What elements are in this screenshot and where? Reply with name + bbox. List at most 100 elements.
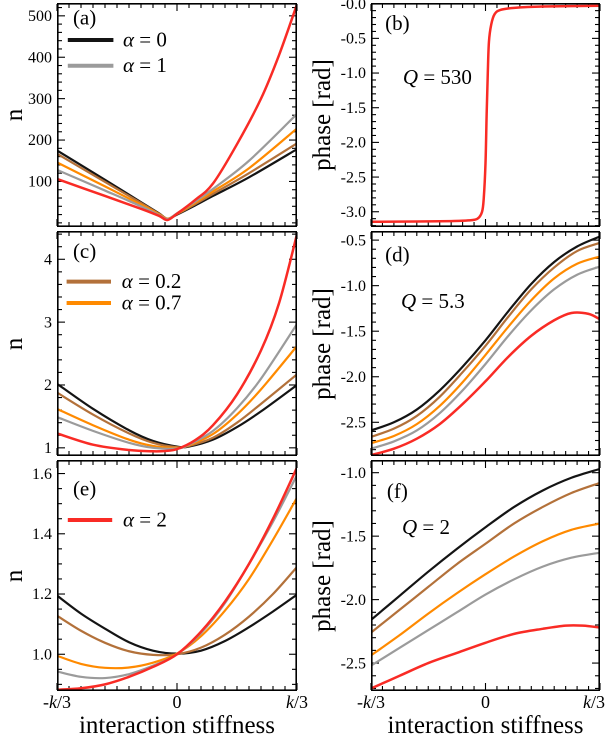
panel-e-legend: α = 2 — [67, 508, 167, 532]
label-char: - — [356, 692, 363, 712]
curve-alpha-1 — [371, 265, 600, 450]
ytick-label: -1.0 — [341, 465, 366, 482]
x-tick-label: 0 — [173, 692, 182, 713]
curve-alpha-0.7 — [371, 522, 600, 657]
panel-d-curves — [371, 235, 600, 456]
panel-d-plot: -0.5 -1.0 -1.5 -2.0 -2.5 (d) Q = 5.3 — [341, 231, 601, 456]
q-label-b: Q = 530 — [403, 65, 472, 89]
curve-alpha-2 — [371, 4, 600, 224]
panel-e-frame — [56, 460, 297, 691]
panel-c-plot: 1 2 3 4 (c) α = 0.2α = 0.7 — [44, 231, 298, 457]
panel-c-frame — [56, 231, 297, 456]
curve-alpha-0.7 — [57, 344, 297, 449]
x-tick-label: -k/3 — [43, 692, 71, 713]
label-char: k — [362, 692, 371, 712]
panel-f-curves — [371, 467, 600, 690]
curve-alpha-0.2 — [371, 241, 600, 438]
ytick-label: -3.0 — [341, 204, 366, 221]
panel-c-curves — [57, 232, 297, 453]
panel-f-plot: -1.0 -1.5 -2.0 -2.5 (f) Q = 2 — [341, 460, 601, 691]
curve-alpha-2 — [57, 466, 297, 691]
ytick-label: -2.0 — [341, 369, 366, 386]
panel-letter-d: (d) — [385, 243, 410, 267]
label-char: / — [370, 692, 377, 712]
ytick-label: -2.5 — [341, 655, 366, 672]
x-axis-title-left: interaction stiffness — [78, 712, 276, 739]
panel-b-ytick-labels: -0.0 -0.5 -1.0 -1.5 -2.0 -2.5 -3.0 — [341, 0, 366, 221]
ytick-label: -2.5 — [341, 169, 366, 186]
x-axis-title-right: interaction stiffness — [387, 712, 584, 739]
panel-b-frame — [371, 3, 600, 227]
panel-letter-e: (e) — [73, 477, 96, 501]
panel-e-curves — [57, 466, 297, 691]
label-char: 0 — [172, 692, 182, 712]
panel-letter-f: (f) — [387, 479, 408, 503]
panel-letter-c: (c) — [73, 239, 96, 263]
ytick-label: -2.0 — [341, 135, 366, 152]
panel-c-ytick-labels: 1 2 3 4 — [44, 251, 52, 457]
panel-c-ticks — [56, 232, 298, 455]
ytick-label: 200 — [28, 132, 52, 149]
label-char: - — [42, 692, 49, 712]
curve-alpha-0 — [371, 467, 600, 622]
curve-alpha-1 — [371, 551, 600, 667]
panel-a-frame — [56, 3, 297, 227]
label-char: k — [582, 692, 591, 712]
ytick-label: 400 — [28, 49, 52, 66]
y-axis-title-b: phase [rad] — [309, 59, 336, 171]
y-axis-title-c: n — [1, 337, 28, 350]
ytick-label: 2 — [44, 377, 52, 394]
ytick-label: 300 — [28, 91, 52, 108]
curve-alpha-0 — [57, 593, 297, 655]
curve-alpha-0.2 — [371, 481, 600, 634]
legend-label: α = 0.7 — [122, 291, 182, 315]
ytick-label: -0.5 — [341, 232, 366, 249]
panel-d-frame — [371, 231, 600, 456]
y-axis-title-e: n — [1, 569, 28, 582]
q-label-f: Q = 2 — [402, 515, 450, 539]
label-char: / — [293, 692, 300, 712]
q-label-d: Q = 5.3 — [401, 289, 465, 313]
label-char: 0 — [481, 692, 490, 712]
y-axis-title-f: phase [rad] — [309, 519, 336, 632]
ytick-label: -1.5 — [341, 323, 366, 340]
ytick-label: 1.0 — [32, 646, 52, 663]
ytick-label: -2.0 — [341, 592, 366, 609]
label-char: 3 — [62, 692, 72, 712]
x-tick-label: k/3 — [583, 692, 605, 713]
curve-alpha-1 — [57, 322, 297, 450]
x-tick-label: -k/3 — [357, 692, 385, 713]
panel-d-ytick-labels: -0.5 -1.0 -1.5 -2.0 -2.5 — [341, 232, 366, 431]
ytick-label: -2.5 — [341, 414, 366, 431]
legend-label: α = 0.2 — [122, 269, 182, 293]
ytick-label: 3 — [44, 314, 52, 331]
ytick-label: 1.2 — [32, 586, 52, 603]
label-char: k — [48, 692, 57, 712]
panel-b-curves — [371, 4, 600, 224]
panel-a-curves — [57, 3, 297, 222]
y-axis-title-a: n — [1, 108, 28, 122]
curve-alpha-2 — [57, 232, 297, 453]
curve-alpha-2 — [371, 624, 600, 690]
ytick-label: -1.5 — [341, 100, 366, 117]
legend-label: α = 1 — [123, 53, 167, 77]
curve-alpha-1 — [57, 473, 297, 680]
x-tick-label: k/3 — [286, 692, 308, 713]
ytick-label: 500 — [28, 8, 52, 25]
ytick-label: -1.0 — [341, 278, 366, 295]
panel-letter-b: (b) — [385, 11, 410, 35]
panel-c-legend: α = 0.2α = 0.7 — [66, 269, 182, 315]
ytick-label: -1.0 — [341, 65, 366, 82]
panel-a-ytick-labels: 100 200 300 400 500 — [28, 8, 52, 191]
curve-alpha-0.7 — [371, 255, 600, 445]
panel-letter-a: (a) — [73, 5, 96, 29]
panel-a-ticks — [56, 4, 298, 226]
ytick-label: 1.4 — [32, 526, 52, 543]
curve-alpha-2 — [57, 3, 297, 222]
panel-e-ytick-labels: 1.0 1.2 1.4 1.6 — [32, 466, 52, 664]
curve-alpha-0.2 — [57, 565, 297, 657]
ytick-label: -1.5 — [341, 528, 366, 545]
curve-alpha-0 — [371, 235, 600, 432]
label-char: k — [285, 692, 294, 712]
